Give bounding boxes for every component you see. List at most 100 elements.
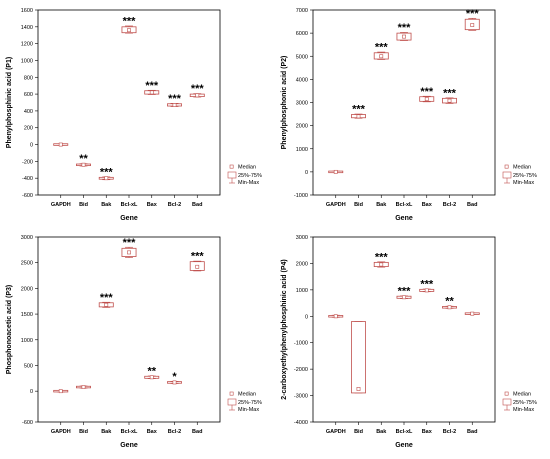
legend-iqr-label: 25%-75% [238,400,262,406]
x-tick-label: Bax [422,429,433,435]
median-marker [424,97,429,101]
significance-label: *** [375,42,389,54]
significance-label: *** [398,285,412,297]
x-tick-label: Bad [192,202,202,208]
y-tick-label: 1000 [296,147,308,153]
legend-iqr-label: 25%-75% [513,400,537,406]
box-bad: *** [464,8,480,31]
median-marker [447,305,452,310]
y-tick-label: 800 [24,75,33,81]
y-axis-label: Phosphonoacetic acid (P3) [6,285,13,374]
legend-median-label: Median [238,165,256,171]
median-marker [470,311,475,316]
y-tick-label: 2000 [296,261,308,267]
y-axis-label: 2-carboxyethylphenylphosphinic acid (P4) [281,259,288,399]
box-bcl-xl: *** [121,15,137,34]
y-tick-label: 4000 [296,77,308,83]
x-tick-label: Bax [147,429,158,435]
x-tick-label: Bak [101,202,112,208]
significance-label: *** [145,80,159,92]
significance-label: ** [79,153,88,165]
median-marker [379,54,384,59]
legend: Median 25%-75%Min-Max [502,164,537,186]
legend-range-label: Min-Max [513,180,534,186]
y-tick-label: -200 [22,159,33,165]
y-tick-label: 5000 [296,54,308,60]
x-tick-label: GAPDH [326,202,346,208]
box-bak: *** [98,166,114,181]
y-tick-label: 3000 [296,235,308,241]
median-marker [195,93,200,98]
y-tick-label: -400 [22,176,33,182]
y-tick-label: 2000 [296,124,308,130]
legend-iqr-label: 25%-75% [513,173,537,179]
x-tick-label: GAPDH [51,202,71,208]
median-marker [58,142,63,147]
x-tick-label: Bid [354,202,363,208]
median-marker [172,103,177,107]
box-bid: *** [351,104,366,119]
box-bcl-2: * [167,371,182,385]
box-bcl-2: ** [442,296,457,310]
x-tick-label: Bak [101,429,112,435]
legend-range-label: Min-Max [513,407,534,413]
significance-label: *** [466,8,480,20]
median-marker [379,262,384,267]
box-bcl-2: *** [167,93,182,107]
y-tick-label: 600 [24,92,33,98]
median-marker [172,380,177,385]
median-marker [127,28,131,33]
y-tick-label: 1000 [296,288,308,294]
median-marker [424,288,429,293]
x-tick-label: Bcl-2 [443,202,456,208]
median-marker [356,114,361,119]
median-marker [149,90,154,95]
y-tick-label: 500 [24,363,33,369]
legend-median-label: Median [513,165,531,171]
iqr-box [351,321,366,394]
y-tick-label: 200 [24,126,33,132]
box-bcl-xl: *** [121,237,137,258]
median-marker [104,302,109,307]
x-tick-label: Bad [467,429,477,435]
x-axis-label: Gene [120,442,138,449]
y-tick-label: -600 [22,193,33,199]
significance-label: *** [123,15,137,27]
box-bak: *** [373,251,389,268]
median-marker [104,176,109,181]
legend-median-label: Median [513,392,531,398]
x-tick-label: Bcl-2 [168,202,181,208]
x-tick-label: Bad [192,429,202,435]
legend-range-label: Min-Max [238,407,259,413]
legend-median-icon [504,164,509,169]
box-gapdh [53,142,69,147]
legend-iqr-icon [227,171,237,179]
box-bid [351,321,366,394]
median-marker [356,387,361,391]
x-axis-label: Gene [395,215,413,222]
box-bid: ** [76,153,91,167]
y-tick-label: 0 [30,143,33,149]
box-gapdh [328,314,344,319]
y-tick-label: 1500 [21,312,33,318]
box-bax: *** [419,279,435,293]
legend-iqr-label: 25%-75% [238,173,262,179]
y-tick-label: 1000 [21,338,33,344]
x-tick-label: Bak [376,429,387,435]
box-gapdh [328,169,344,174]
legend-median-icon [229,164,234,169]
median-marker [149,375,154,380]
chart-panel-1: -600 -400 -200 0 200 400 600 800 1000 1200 1400 160… [6,8,262,222]
significance-label: *** [420,279,434,291]
box-bad [464,311,480,316]
x-axis-label: Gene [395,442,413,449]
y-tick-label: -1000 [294,193,308,199]
median-marker [402,295,406,300]
y-tick-label: 1000 [21,58,33,64]
significance-label: *** [443,87,457,99]
x-tick-label: Bax [147,202,158,208]
x-tick-label: Bax [422,202,433,208]
box-bcl-xl: *** [396,22,412,41]
